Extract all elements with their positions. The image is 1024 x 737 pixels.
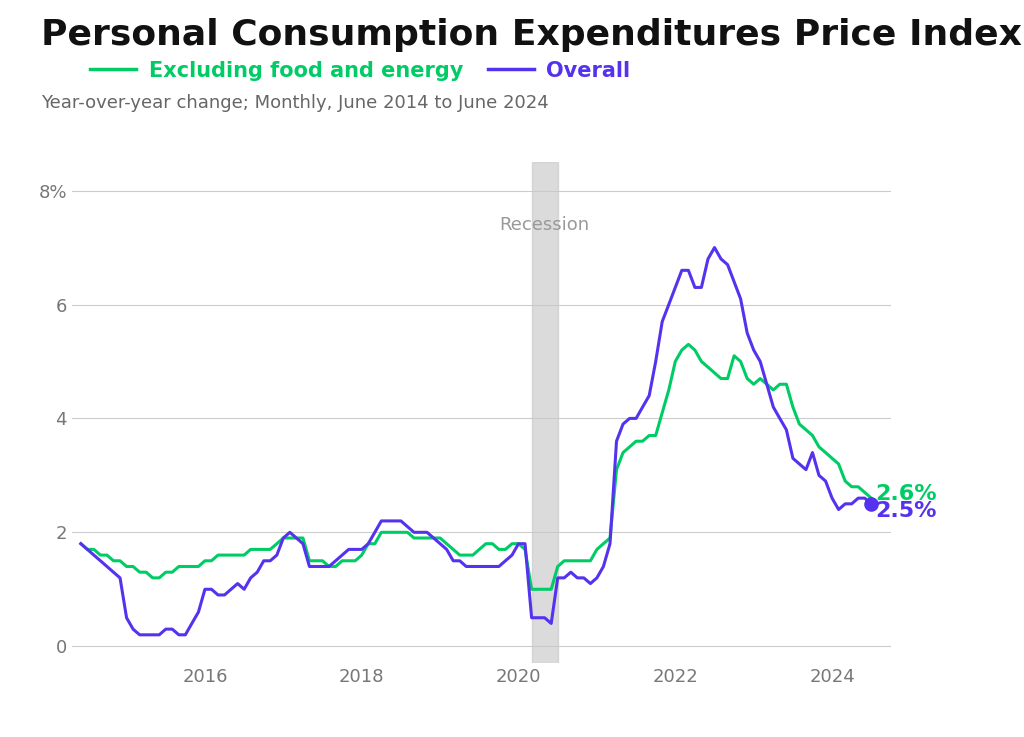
Text: Recession: Recession: [500, 216, 590, 234]
Text: 2.6%: 2.6%: [876, 483, 937, 503]
Point: [863, 498, 880, 510]
Text: Year-over-year change; Monthly, June 2014 to June 2024: Year-over-year change; Monthly, June 201…: [41, 94, 549, 112]
Text: Personal Consumption Expenditures Price Index: Personal Consumption Expenditures Price …: [41, 18, 1022, 52]
Legend: Excluding food and energy, Overall: Excluding food and energy, Overall: [82, 52, 639, 89]
Text: 2.5%: 2.5%: [876, 500, 937, 520]
Bar: [531, 162, 558, 663]
